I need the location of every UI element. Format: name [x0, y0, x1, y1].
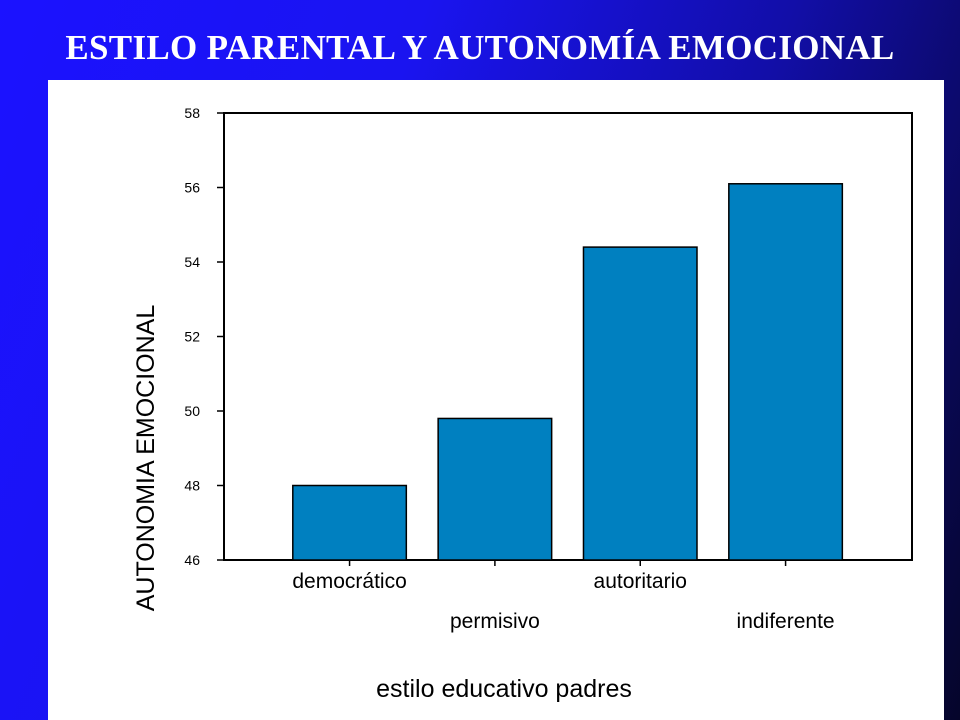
x-tick-marks	[348, 560, 787, 566]
x-category-label: indiferente	[737, 610, 835, 633]
bars	[292, 183, 844, 561]
bar	[582, 246, 698, 561]
y-tick-label: 48	[184, 478, 200, 494]
y-tick-label: 52	[184, 329, 200, 345]
y-tick-label: 58	[184, 105, 200, 121]
y-tick-label: 50	[184, 403, 200, 419]
bar	[292, 484, 408, 561]
y-tick-label: 54	[184, 254, 200, 270]
x-axis-title: estilo educativo padres	[376, 675, 632, 703]
x-category-label: democrático	[292, 570, 406, 593]
x-category-label: permisivo	[450, 610, 540, 633]
slide-title: ESTILO PARENTAL Y AUTONOMÍA EMOCIONAL	[65, 28, 895, 67]
chart-panel: 46 48 50 52 54 56 58 democrático permisivo autor…	[48, 80, 944, 720]
y-tick-label: 46	[184, 552, 200, 568]
bar	[728, 183, 844, 561]
bar	[437, 417, 553, 561]
x-category-labels: democrático permisivo autoritario indiferen…	[292, 570, 834, 633]
bar-chart: 46 48 50 52 54 56 58 democrático permisivo autor…	[132, 105, 913, 703]
y-tick-label: 56	[184, 180, 200, 196]
y-tick-labels: 46 48 50 52 54 56 58	[184, 105, 200, 568]
y-tick-marks	[217, 112, 224, 561]
y-axis-title: AUTONOMIA EMOCIONAL	[132, 305, 160, 612]
x-category-label: autoritario	[594, 570, 687, 593]
